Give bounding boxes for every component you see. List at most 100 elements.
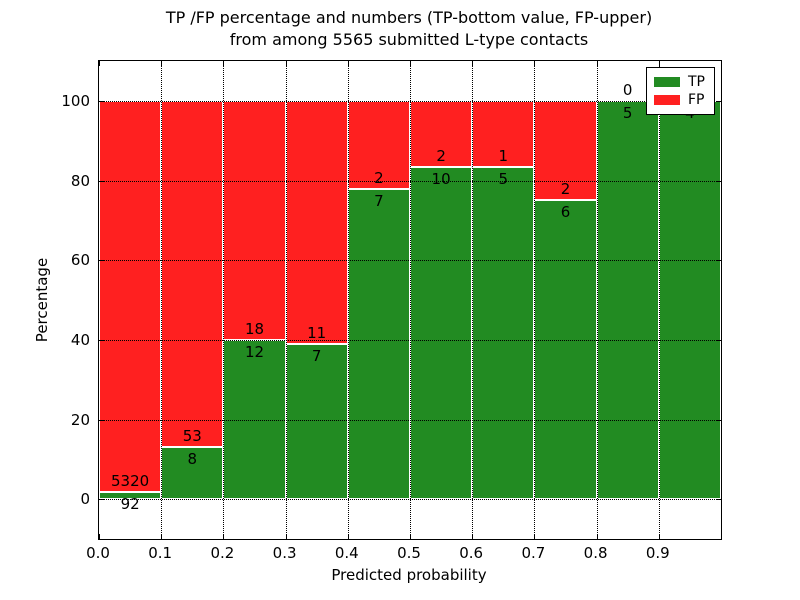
x-tick-label: 0.9 <box>645 544 670 562</box>
bar-fp-segment <box>534 100 597 201</box>
tp-count-label: 5 <box>498 170 509 189</box>
fp-count-label: 11 <box>307 324 327 343</box>
v-gridline <box>596 61 598 539</box>
y-axis-tick <box>99 419 104 421</box>
y-tick-label: 80 <box>70 171 90 190</box>
x-axis-tick <box>347 61 349 66</box>
x-axis-tick <box>472 534 474 539</box>
y-axis-tick <box>99 180 104 182</box>
y-axis-label: Percentage <box>33 257 51 343</box>
y-axis-tick <box>99 499 104 501</box>
x-axis-tick <box>721 61 722 66</box>
x-axis-tick <box>410 534 411 539</box>
x-axis-tick <box>658 61 660 66</box>
fp-count-label: 1 <box>498 147 509 166</box>
x-axis-tick <box>534 534 536 539</box>
y-tick-label: 20 <box>70 410 90 429</box>
y-axis-tick <box>99 100 104 102</box>
y-axis-tick <box>99 339 104 341</box>
legend-swatch-tp <box>654 77 680 87</box>
x-axis-tick <box>658 534 660 539</box>
v-gridline <box>285 61 287 539</box>
x-tick-label: 0.8 <box>583 544 608 562</box>
x-axis-tick <box>534 61 536 66</box>
y-tick-label: 40 <box>70 330 90 349</box>
tp-count-label: 6 <box>560 203 571 222</box>
y-axis-tick <box>716 339 721 341</box>
x-axis-tick <box>99 61 100 66</box>
y-axis-tick <box>716 419 721 421</box>
x-axis-tick <box>596 534 598 539</box>
v-gridline <box>347 61 349 539</box>
x-tick-label: 0.0 <box>86 544 110 562</box>
bar-fp-segment <box>99 100 162 493</box>
y-axis-tick <box>716 100 721 102</box>
x-axis-tick <box>161 534 163 539</box>
x-tick-label: 0.4 <box>334 544 359 562</box>
x-tick-label: 0.2 <box>210 544 235 562</box>
v-gridline <box>534 61 536 539</box>
x-axis-tick <box>161 61 163 66</box>
tp-count-label: 7 <box>311 347 322 366</box>
bar-fp-segment <box>161 100 224 447</box>
legend-swatch-fp <box>654 95 680 105</box>
plot-area: 53209253818121172721015260504 <box>98 60 722 540</box>
tp-count-label: 7 <box>374 192 384 211</box>
v-gridline <box>658 61 660 539</box>
bar-tp-segment <box>596 100 659 500</box>
bar-tp-segment <box>99 492 162 500</box>
x-axis-tick <box>223 61 225 66</box>
tp-count-label: 92 <box>120 495 140 514</box>
fp-count-label: 0 <box>622 80 633 99</box>
tp-count-label: 8 <box>187 449 198 468</box>
chart-title: TP /FP percentage and numbers (TP-bottom… <box>98 7 720 51</box>
x-axis-tick <box>223 534 225 539</box>
bar-tp-segment <box>534 200 597 500</box>
fp-count-label: 5320 <box>111 472 150 491</box>
legend-label-tp: TP <box>688 74 705 90</box>
legend-item-fp: FP <box>654 91 714 109</box>
bar-fp-segment <box>410 100 473 168</box>
x-axis-label: Predicted probability <box>331 566 487 584</box>
v-gridline <box>223 61 225 539</box>
tp-count-label: 10 <box>431 170 451 189</box>
x-axis-tick <box>285 534 287 539</box>
bar-tp-segment <box>347 189 410 500</box>
y-axis-tick <box>716 180 721 182</box>
v-gridline <box>410 61 411 539</box>
legend-item-tp: TP <box>654 73 714 91</box>
y-tick-label: 60 <box>70 251 90 270</box>
legend: TP FP <box>646 67 715 115</box>
x-axis-tick <box>347 534 349 539</box>
x-tick-label: 0.3 <box>272 544 297 562</box>
x-tick-label: 0.5 <box>397 544 421 562</box>
chart-title-line-2: from among 5565 submitted L-type contact… <box>229 30 589 49</box>
y-axis-tick <box>716 260 721 262</box>
y-axis-tick <box>716 499 721 501</box>
fp-count-label: 18 <box>244 319 265 338</box>
bar-fp-segment <box>285 100 348 345</box>
fp-count-label: 2 <box>436 147 446 166</box>
tp-count-label: 12 <box>244 342 265 361</box>
v-gridline <box>161 61 163 539</box>
v-gridline <box>472 61 474 539</box>
bar-tp-segment <box>223 339 286 500</box>
fp-count-label: 53 <box>182 426 202 445</box>
tp-count-label: 5 <box>622 103 633 122</box>
chart-title-line-1: TP /FP percentage and numbers (TP-bottom… <box>165 8 653 27</box>
fp-count-label: 2 <box>374 169 384 188</box>
x-axis-tick <box>721 534 722 539</box>
x-axis-tick <box>410 61 411 66</box>
fp-count-label: 2 <box>560 180 571 199</box>
x-axis-tick <box>596 61 598 66</box>
x-axis-tick <box>472 61 474 66</box>
y-axis-tick <box>99 260 104 262</box>
bar-fp-segment <box>223 100 286 340</box>
x-axis-tick <box>285 61 287 66</box>
bar-fp-segment <box>472 100 535 168</box>
bar-tp-segment <box>410 167 473 500</box>
x-tick-label: 0.6 <box>459 544 484 562</box>
bar-tp-segment <box>285 344 348 500</box>
legend-label-fp: FP <box>688 92 705 108</box>
